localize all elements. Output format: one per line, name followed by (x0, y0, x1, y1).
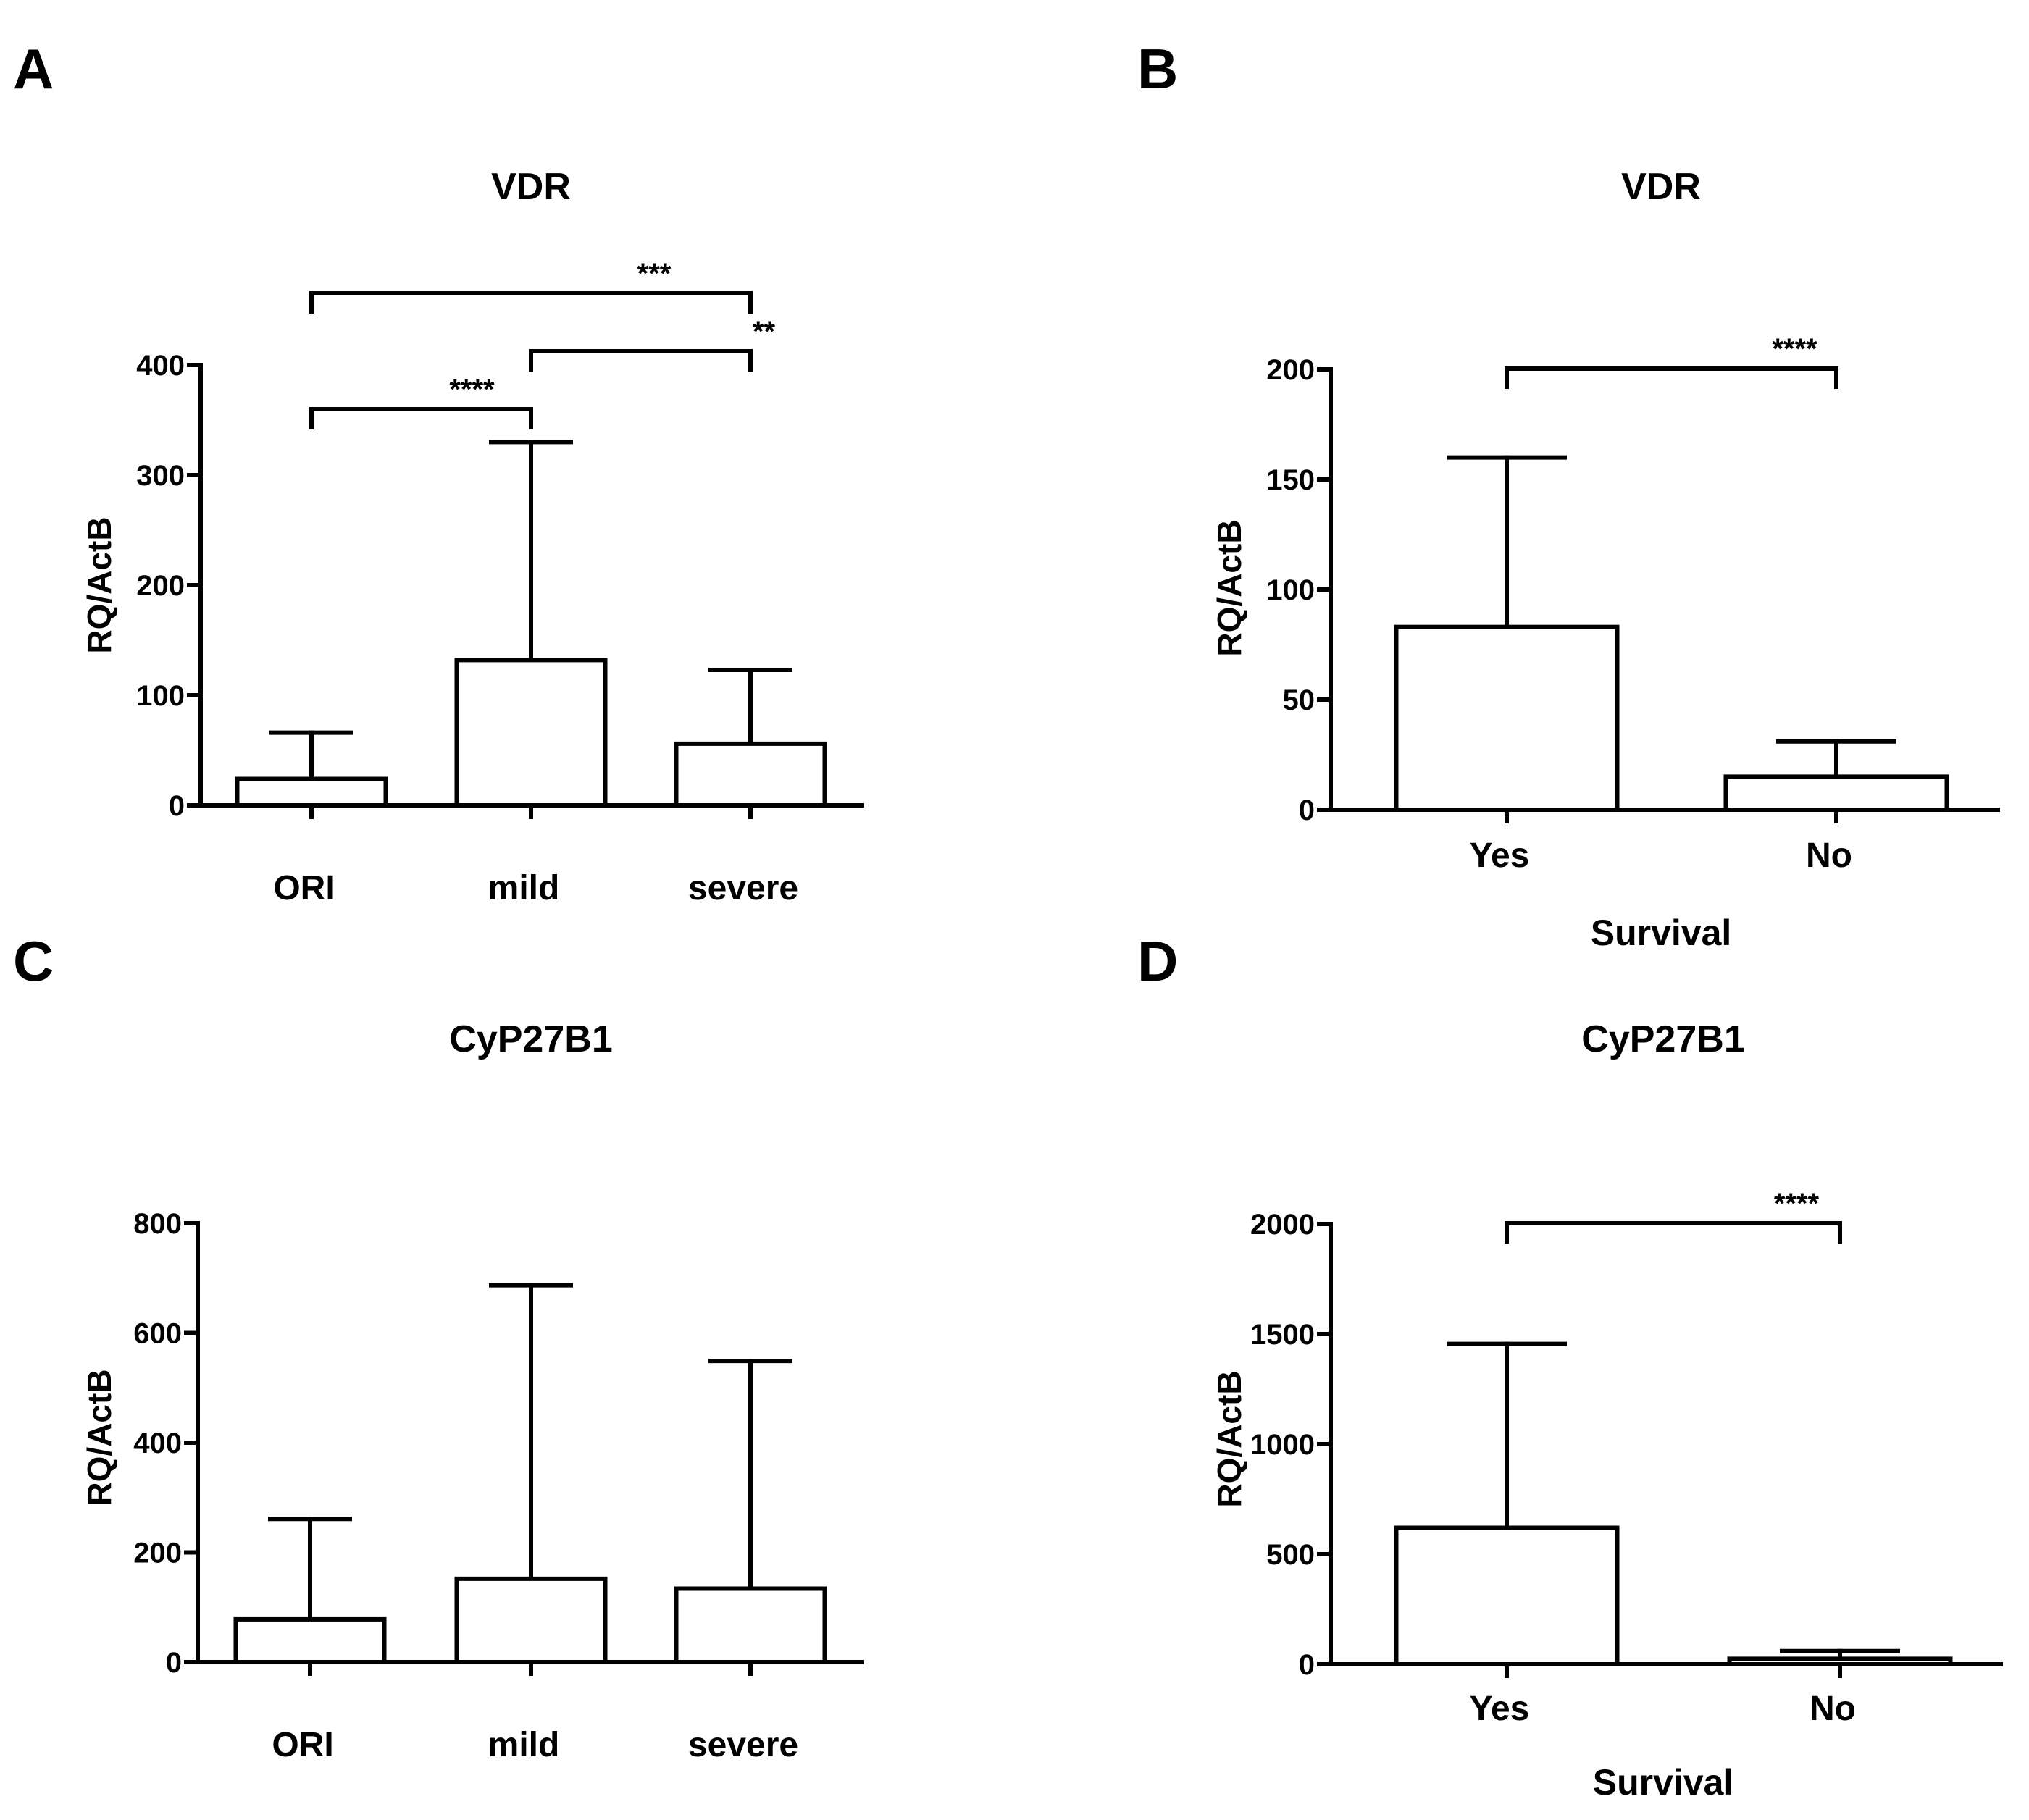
panel-a-ylabel: RQ/ActB (80, 516, 118, 653)
panel-b-label: B (1137, 37, 1178, 101)
panel-b-xlabel: Survival (1591, 913, 1732, 953)
panel-d-marks: 0 500 1000 1500 2000 Yes No **** (1250, 1188, 2003, 1728)
panel-d-ylabel: RQ/ActB (1210, 1370, 1248, 1507)
y-tick-label: 2000 (1250, 1209, 1315, 1241)
significance-label: ** (753, 316, 776, 348)
significance-bracket (309, 407, 533, 429)
significance-label: **** (1774, 1188, 1820, 1220)
panel-c-marks: 0 200 400 600 800 ORI mild severe (133, 1208, 864, 1764)
category-label-no: No (1810, 1690, 1856, 1728)
panel-a: A VDR RQ/ActB 0 100 200 300 400 ORI mild severe… (13, 37, 864, 907)
bar-severe (674, 1586, 827, 1665)
y-tick-label: 50 (1283, 684, 1315, 716)
panel-b: B VDR RQ/ActB Survival 0 50 100 150 200 Yes No… (1137, 37, 2000, 953)
panel-c-title: CyP27B1 (449, 1018, 612, 1060)
bar-no (1723, 774, 1949, 813)
panel-c: C CyP27B1 RQ/ActB 0 200 400 600 800 ORI mild se… (13, 929, 864, 1764)
bar-mild (454, 658, 608, 808)
y-tick-label: 200 (133, 1538, 182, 1569)
panel-d-label: D (1137, 929, 1178, 993)
y-tick-label: 200 (1266, 354, 1315, 386)
bar-yes (1394, 624, 1620, 812)
category-label-yes: Yes (1470, 836, 1530, 875)
panel-a-title: VDR (491, 166, 571, 208)
category-label-severe: severe (688, 869, 798, 907)
y-tick-label: 0 (166, 1647, 182, 1679)
panel-c-ylabel: RQ/ActB (80, 1369, 118, 1506)
y-tick-label: 0 (169, 790, 185, 822)
y-tick-label: 100 (136, 680, 185, 712)
y-tick-label: 0 (1299, 794, 1315, 826)
bar-severe (674, 741, 827, 808)
significance-bracket (1505, 366, 1838, 389)
significance-label: **** (449, 374, 495, 406)
panel-d: D CyP27B1 RQ/ActB Survival 0 500 1000 1500 2… (1137, 929, 2003, 1803)
panel-b-ylabel: RQ/ActB (1210, 519, 1248, 656)
panel-c-label: C (13, 929, 54, 993)
significance-label: *** (637, 258, 672, 290)
category-label-ori: ORI (273, 869, 335, 907)
category-label-mild: mild (488, 869, 560, 907)
significance-bracket (309, 291, 753, 314)
category-label-severe: severe (688, 1726, 798, 1764)
y-tick-label: 1000 (1250, 1429, 1315, 1461)
y-tick-label: 300 (136, 460, 185, 492)
y-tick-label: 800 (133, 1208, 182, 1240)
category-label-yes: Yes (1470, 1690, 1530, 1728)
panel-d-title: CyP27B1 (1581, 1018, 1744, 1060)
category-label-no: No (1806, 836, 1852, 875)
y-tick-label: 500 (1266, 1539, 1315, 1571)
significance-label: **** (1772, 333, 1817, 365)
bar-ori (233, 1616, 387, 1665)
y-tick-label: 600 (133, 1318, 182, 1350)
y-tick-label: 150 (1266, 464, 1315, 496)
bar-ori (235, 776, 388, 808)
y-tick-label: 400 (136, 350, 185, 382)
significance-bracket (1505, 1221, 1842, 1244)
bar-yes (1394, 1525, 1620, 1667)
category-label-ori: ORI (272, 1726, 333, 1764)
y-tick-label: 200 (136, 570, 185, 602)
significance-bracket (529, 349, 753, 372)
panel-b-title: VDR (1621, 166, 1701, 208)
y-tick-label: 0 (1299, 1649, 1315, 1681)
y-tick-label: 400 (133, 1427, 182, 1459)
panel-a-label: A (13, 37, 54, 101)
bar-mild (454, 1576, 608, 1665)
panel-b-marks: 0 50 100 150 200 Yes No **** (1266, 333, 2000, 875)
panel-d-xlabel: Survival (1593, 1762, 1734, 1803)
category-label-mild: mild (488, 1726, 560, 1764)
y-tick-label: 1500 (1250, 1319, 1315, 1351)
y-tick-label: 100 (1266, 574, 1315, 606)
